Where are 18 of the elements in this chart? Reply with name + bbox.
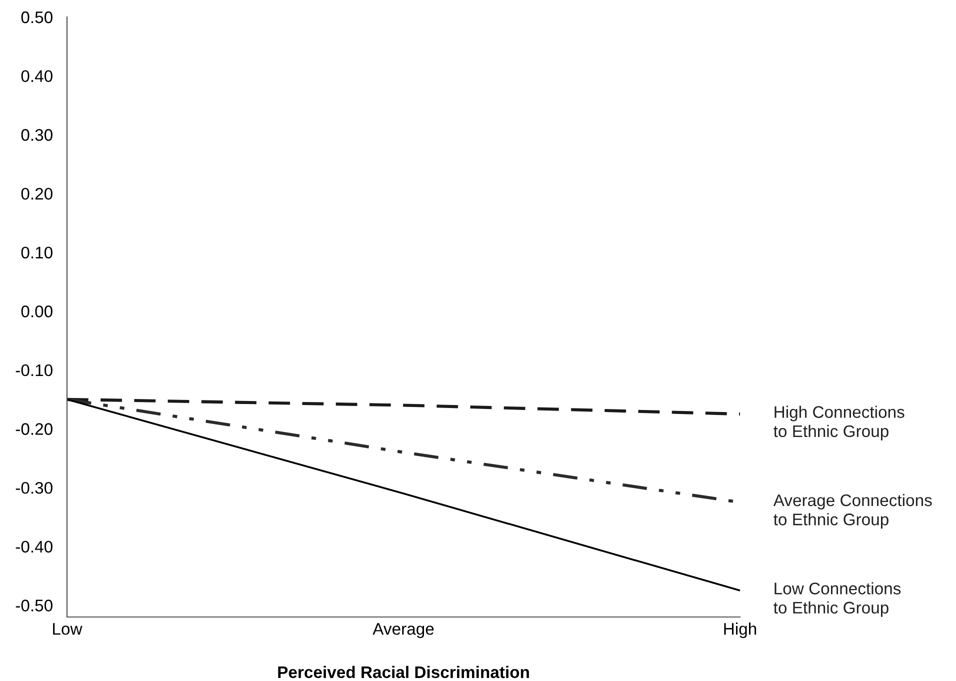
- y-tick-label: 0.30: [21, 129, 52, 141]
- y-tick-label: 0.00: [21, 306, 52, 318]
- y-tick-label: -0.30: [16, 482, 52, 494]
- x-axis-title: Perceived Racial Discrimination: [278, 666, 529, 678]
- text: High Connections to Ethnic Group: [774, 406, 904, 440]
- y-tick-label: 0.50: [21, 11, 52, 24]
- y-tick-label: 0.20: [21, 188, 52, 200]
- y-tick-label: -0.20: [16, 423, 52, 435]
- x-tick-label: High: [724, 622, 756, 638]
- x-tick-label: Low: [53, 623, 82, 635]
- y-tick-label: 0.40: [21, 70, 52, 82]
- y-tick-label: -0.50: [16, 600, 52, 612]
- y-tick-label: 0.10: [21, 246, 52, 258]
- y-tick-label: -0.40: [16, 540, 52, 553]
- text: Low Connections to Ethnic Group: [774, 582, 901, 617]
- text: Average Connections to Ethnic Group: [773, 494, 932, 529]
- y-tick-label: -0.10: [16, 364, 52, 376]
- x-tick-label: Average: [372, 623, 434, 638]
